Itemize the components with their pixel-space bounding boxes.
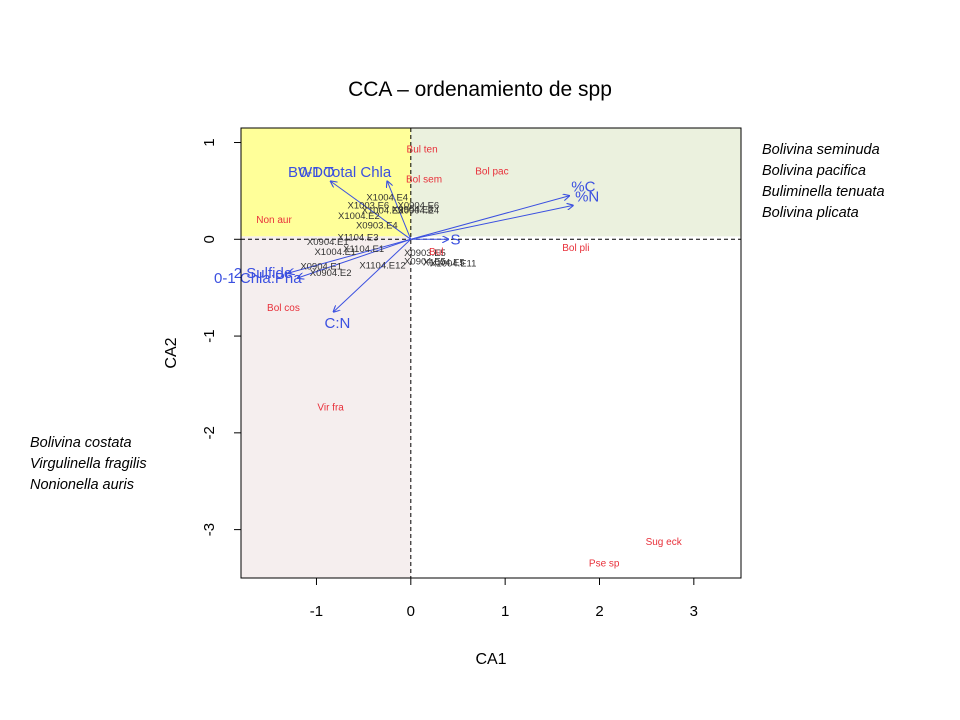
y-tick-label: -3 [201,523,218,536]
sample-label: X0903.E5 [404,248,446,259]
species-label: Vir fra [317,403,344,414]
note-line: Bolivina plicata [762,205,859,221]
sample-label: X0904.E1 [300,261,342,272]
species-label: Bol sem [406,174,442,185]
env-vector-label: 2 Sulfide [234,265,292,282]
env-vector-arrow [410,196,569,240]
y-axis-label: CA2 [163,337,180,368]
y-tick-label: -1 [201,329,218,342]
note-line: Bolivina costata [30,435,132,451]
y-tick-label: 0 [201,235,218,243]
sample-label: X1004.E3 [362,205,404,216]
species-label: Bul [429,247,443,258]
env-vector-label: 0-1 Chla:Pha [214,270,302,287]
quadrant-shade [241,236,411,579]
x-tick-label: 2 [595,603,603,620]
species-label: Sug eck [646,537,683,548]
env-vector-arrow [410,205,573,240]
env-vector-arrow [387,181,412,240]
sample-label: X0904.E1 [307,237,349,248]
env-vector-arrow [333,238,412,312]
sample-label: X0904.E2 [310,268,352,279]
env-vector-label: 0-1 Total Chla [299,164,392,181]
env-vector-label: BWDO [288,164,335,181]
env-vector-label: C:N [325,315,351,332]
sample-label: X0904.E6 [397,200,439,211]
env-vector-label: %N [575,188,599,205]
note-line: Buliminella tenuata [762,184,885,200]
sample-label: X0904.E5 [404,257,446,268]
sample-label: X1004.E2 [338,211,380,222]
y-tick-label: -2 [201,426,218,439]
sample-label: X1004.E4 [366,193,408,204]
species-notes-left: Bolivina costata Virgulinella fragilis N… [30,433,147,496]
env-vector-arrow [298,238,411,278]
sample-label: X1004.E5 [423,258,465,269]
sample-label: X1104.E1 [343,244,384,255]
sample-label: X1104.E3 [337,232,378,243]
quadrant-shade [410,128,741,237]
env-vector-label: %C [571,179,595,196]
species-label: Bol pac [475,167,508,178]
plot-frame [240,127,742,579]
species-label: Pse sp [589,558,620,569]
species-notes-right: Bolivina seminuda Bolivina pacifica Buli… [762,140,885,224]
y-tick-label: 1 [201,138,218,146]
species-label: Bol cos [267,303,300,314]
x-tick-label: -1 [310,603,323,620]
env-vector-label: S [451,231,461,248]
species-label: Bol pli [562,243,589,254]
sample-label: X1003.E6 [347,200,389,211]
species-label: Bul ten [407,144,438,155]
sample-label: X0904.E4 [397,205,439,216]
x-tick-label: 0 [407,603,415,620]
chart-title: CCA – ordenamiento de spp [348,78,612,101]
note-line: Bolivina seminuda [762,142,880,158]
sample-label: X0904.E3 [392,204,434,215]
note-line: Nonionella auris [30,477,134,493]
sample-label: X1004.E11 [430,258,476,269]
note-line: Bolivina pacifica [762,163,866,179]
sample-label: X1004.E1 [314,247,356,258]
x-tick-label: 3 [690,603,698,620]
x-tick-label: 1 [501,603,509,620]
env-vector-arrow [331,181,412,240]
sample-label: X1104.E12 [359,260,405,271]
sample-label: X0903.E4 [356,221,398,232]
note-line: Virgulinella fragilis [30,456,147,472]
x-axis-label: CA1 [475,651,506,668]
env-vector-arrow [288,238,411,273]
species-label: Non aur [256,215,292,226]
